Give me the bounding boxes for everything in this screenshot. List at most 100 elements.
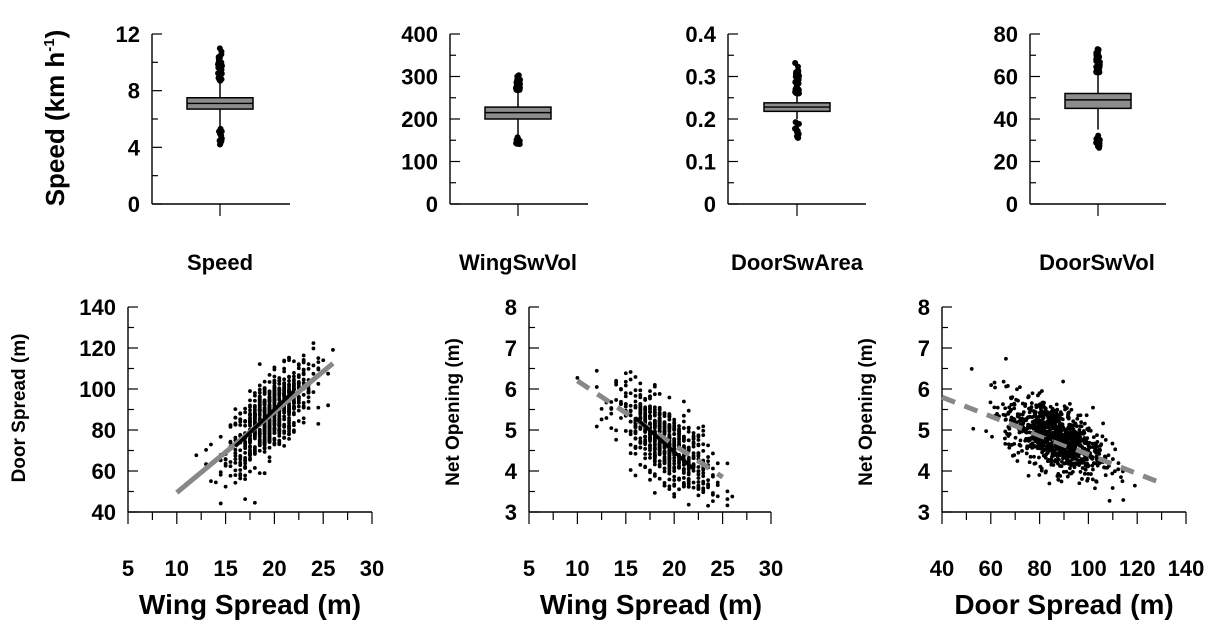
data-point <box>277 396 282 401</box>
data-point <box>311 371 316 376</box>
data-point <box>233 415 238 420</box>
data-point <box>272 365 277 370</box>
speed-axis-label-close: ) <box>40 30 70 39</box>
y-tick-label: 7 <box>918 336 930 361</box>
doorswvol-category-label: DoorSwVol <box>1039 250 1155 275</box>
data-point <box>331 348 335 352</box>
y-tick-label: 3 <box>918 500 930 525</box>
data-point <box>1037 455 1041 460</box>
net-vs-wing-scatter: 5 10 15 20 25 30 3 4 5 6 7 8 <box>505 295 783 581</box>
data-point <box>657 448 662 453</box>
data-point <box>1071 423 1076 428</box>
data-point <box>1050 426 1055 431</box>
data-point <box>262 392 267 396</box>
data-point <box>730 494 735 499</box>
data-point <box>648 443 652 448</box>
data-point <box>1097 461 1102 465</box>
data-point <box>243 441 248 445</box>
data-point <box>1015 459 1020 463</box>
data-point <box>257 471 262 476</box>
data-point <box>277 433 282 438</box>
data-point <box>243 446 248 451</box>
y-tick-label: 20 <box>994 150 1018 175</box>
data-point <box>619 387 623 392</box>
data-point <box>301 353 306 358</box>
data-point <box>282 369 287 374</box>
data-point <box>262 436 267 441</box>
data-point <box>267 427 272 431</box>
data-point <box>1026 415 1030 420</box>
data-point <box>1053 423 1058 427</box>
data-point <box>257 443 262 448</box>
data-point <box>672 482 677 487</box>
data-point <box>614 437 619 442</box>
data-point <box>1121 498 1126 502</box>
data-point <box>282 436 287 440</box>
data-point <box>667 451 672 456</box>
data-point <box>681 426 686 430</box>
data-point <box>282 424 287 429</box>
y-tick-label: 5 <box>505 418 517 443</box>
data-point <box>272 400 277 405</box>
data-point <box>257 416 262 421</box>
data-point <box>681 484 686 489</box>
data-point <box>262 400 267 404</box>
data-point <box>696 426 701 430</box>
data-point <box>672 458 677 463</box>
data-point <box>667 484 672 489</box>
data-point <box>1120 479 1125 484</box>
data-point <box>292 420 296 425</box>
data-point <box>643 434 648 439</box>
y-tick-label: 0.2 <box>685 107 716 132</box>
data-point <box>715 494 720 499</box>
data-point <box>1067 401 1072 406</box>
data-point <box>1101 421 1106 426</box>
data-point <box>209 479 213 484</box>
data-point <box>277 438 282 443</box>
data-point <box>301 357 306 362</box>
data-point <box>1089 472 1093 476</box>
data-point <box>638 409 643 414</box>
data-point <box>667 471 672 476</box>
data-point <box>1018 438 1023 443</box>
data-point <box>321 358 326 363</box>
data-point <box>1095 456 1099 461</box>
data-point <box>257 398 262 403</box>
data-point <box>711 499 715 504</box>
data-point <box>218 472 223 477</box>
data-point <box>696 437 701 442</box>
data-point <box>643 428 648 433</box>
y-tick-label: 60 <box>994 65 1018 90</box>
data-point <box>238 411 243 416</box>
data-point <box>575 375 580 380</box>
data-point <box>301 377 306 382</box>
data-point <box>194 453 199 458</box>
data-point <box>681 462 686 467</box>
data-point <box>667 413 672 418</box>
data-point <box>1039 466 1044 471</box>
data-point <box>638 381 643 386</box>
data-point <box>277 391 282 396</box>
speed-boxplot: 0 4 8 12 <box>116 22 290 217</box>
data-point <box>633 431 638 436</box>
data-point <box>1004 356 1008 361</box>
data-point <box>677 434 681 438</box>
data-point <box>652 450 657 455</box>
data-point <box>667 456 672 461</box>
data-point <box>228 460 233 464</box>
data-point <box>725 461 730 466</box>
data-point <box>648 477 652 482</box>
data-point <box>228 473 233 478</box>
data-point <box>306 366 311 371</box>
data-point <box>1023 429 1028 434</box>
data-point <box>662 454 667 459</box>
data-point <box>1067 410 1071 415</box>
data-point <box>1032 454 1036 459</box>
data-point <box>1009 402 1014 407</box>
data-point <box>238 457 243 462</box>
y-tick-label: 4 <box>918 459 931 484</box>
data-point <box>667 468 672 473</box>
data-point <box>725 489 730 494</box>
data-point <box>691 451 696 456</box>
x-tick-label: 30 <box>360 556 384 581</box>
